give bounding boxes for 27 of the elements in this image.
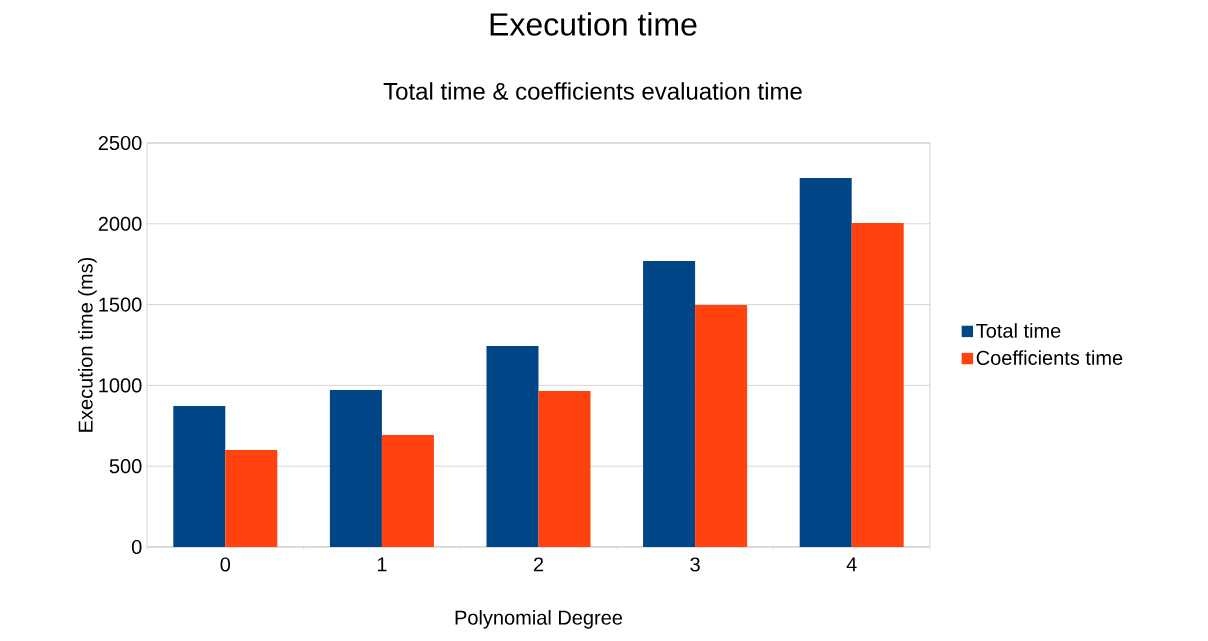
x-axis-title: Polynomial Degree [455,610,623,629]
bar [329,390,382,547]
bar [643,260,696,547]
y-tick-label: 500 [109,459,142,474]
legend-label: Total time [976,323,1061,338]
bar [799,178,852,547]
bar [381,435,434,547]
bar [225,450,278,547]
y-tick-label: 2000 [98,216,142,231]
y-axis-title: Execution time (ms) [78,257,97,432]
x-tick-label: 0 [220,557,231,572]
x-tick-label: 1 [377,557,387,572]
x-tick-label: 2 [533,557,544,572]
chart-subtitle: Total time & coefficients evaluation time [383,82,802,100]
x-tick-label: 3 [690,557,700,572]
y-tick-label: 0 [131,539,142,555]
legend-label: Coefficients time [976,350,1123,365]
y-tick-label: 1500 [99,297,142,312]
bar [538,391,591,547]
chart-title: Execution time [490,12,697,36]
bar [695,305,748,547]
bar [486,345,539,547]
x-tick-label: 4 [846,557,857,572]
bar [851,222,904,547]
bar [173,406,226,547]
y-tick-label: 1000 [99,378,142,393]
y-tick-label: 2500 [98,135,142,151]
